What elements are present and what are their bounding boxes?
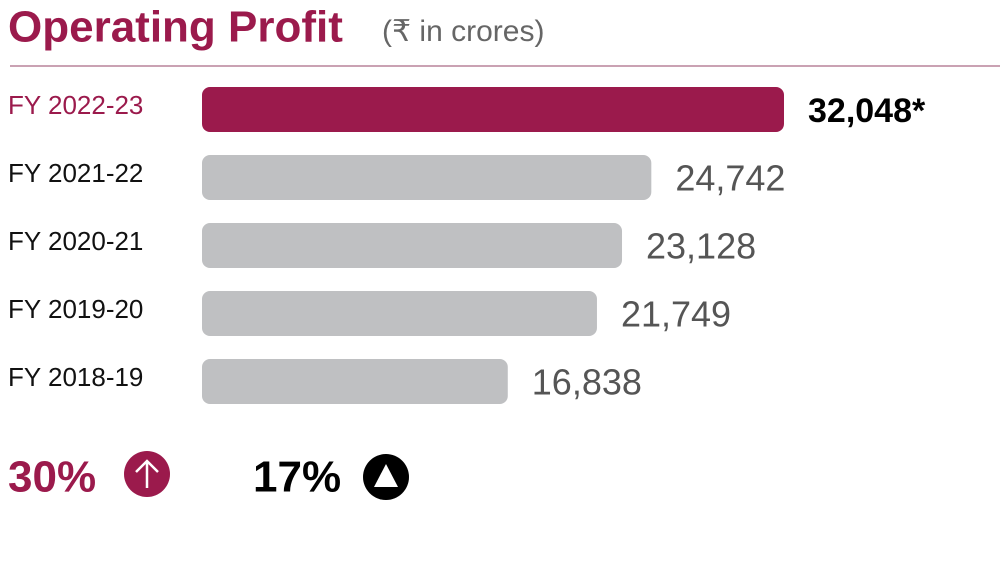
category-label: FY 2021-22 [8, 158, 143, 188]
up-arrow [135, 459, 159, 488]
bar [202, 359, 508, 404]
bar [202, 87, 784, 132]
category-label: FY 2019-20 [8, 294, 143, 324]
triangle [374, 464, 398, 487]
value-label: 16,838 [532, 362, 642, 403]
category-label: FY 2022-23 [8, 90, 143, 120]
value-label: 32,048* [808, 92, 926, 130]
value-label: 23,128 [646, 226, 756, 267]
chart-subtitle: (₹ in crores) [382, 15, 544, 48]
category-label: FY 2018-19 [8, 362, 143, 392]
chart-title: Operating Profit [8, 3, 343, 52]
bar [202, 291, 597, 336]
value-label: 21,749 [621, 294, 731, 335]
bar [202, 223, 623, 268]
bar [202, 155, 652, 200]
growth-annotation: 17% [253, 453, 341, 502]
category-label: FY 2020-21 [8, 226, 143, 256]
growth-annotation: 30% [8, 453, 96, 502]
value-label: 24,742 [675, 158, 785, 199]
